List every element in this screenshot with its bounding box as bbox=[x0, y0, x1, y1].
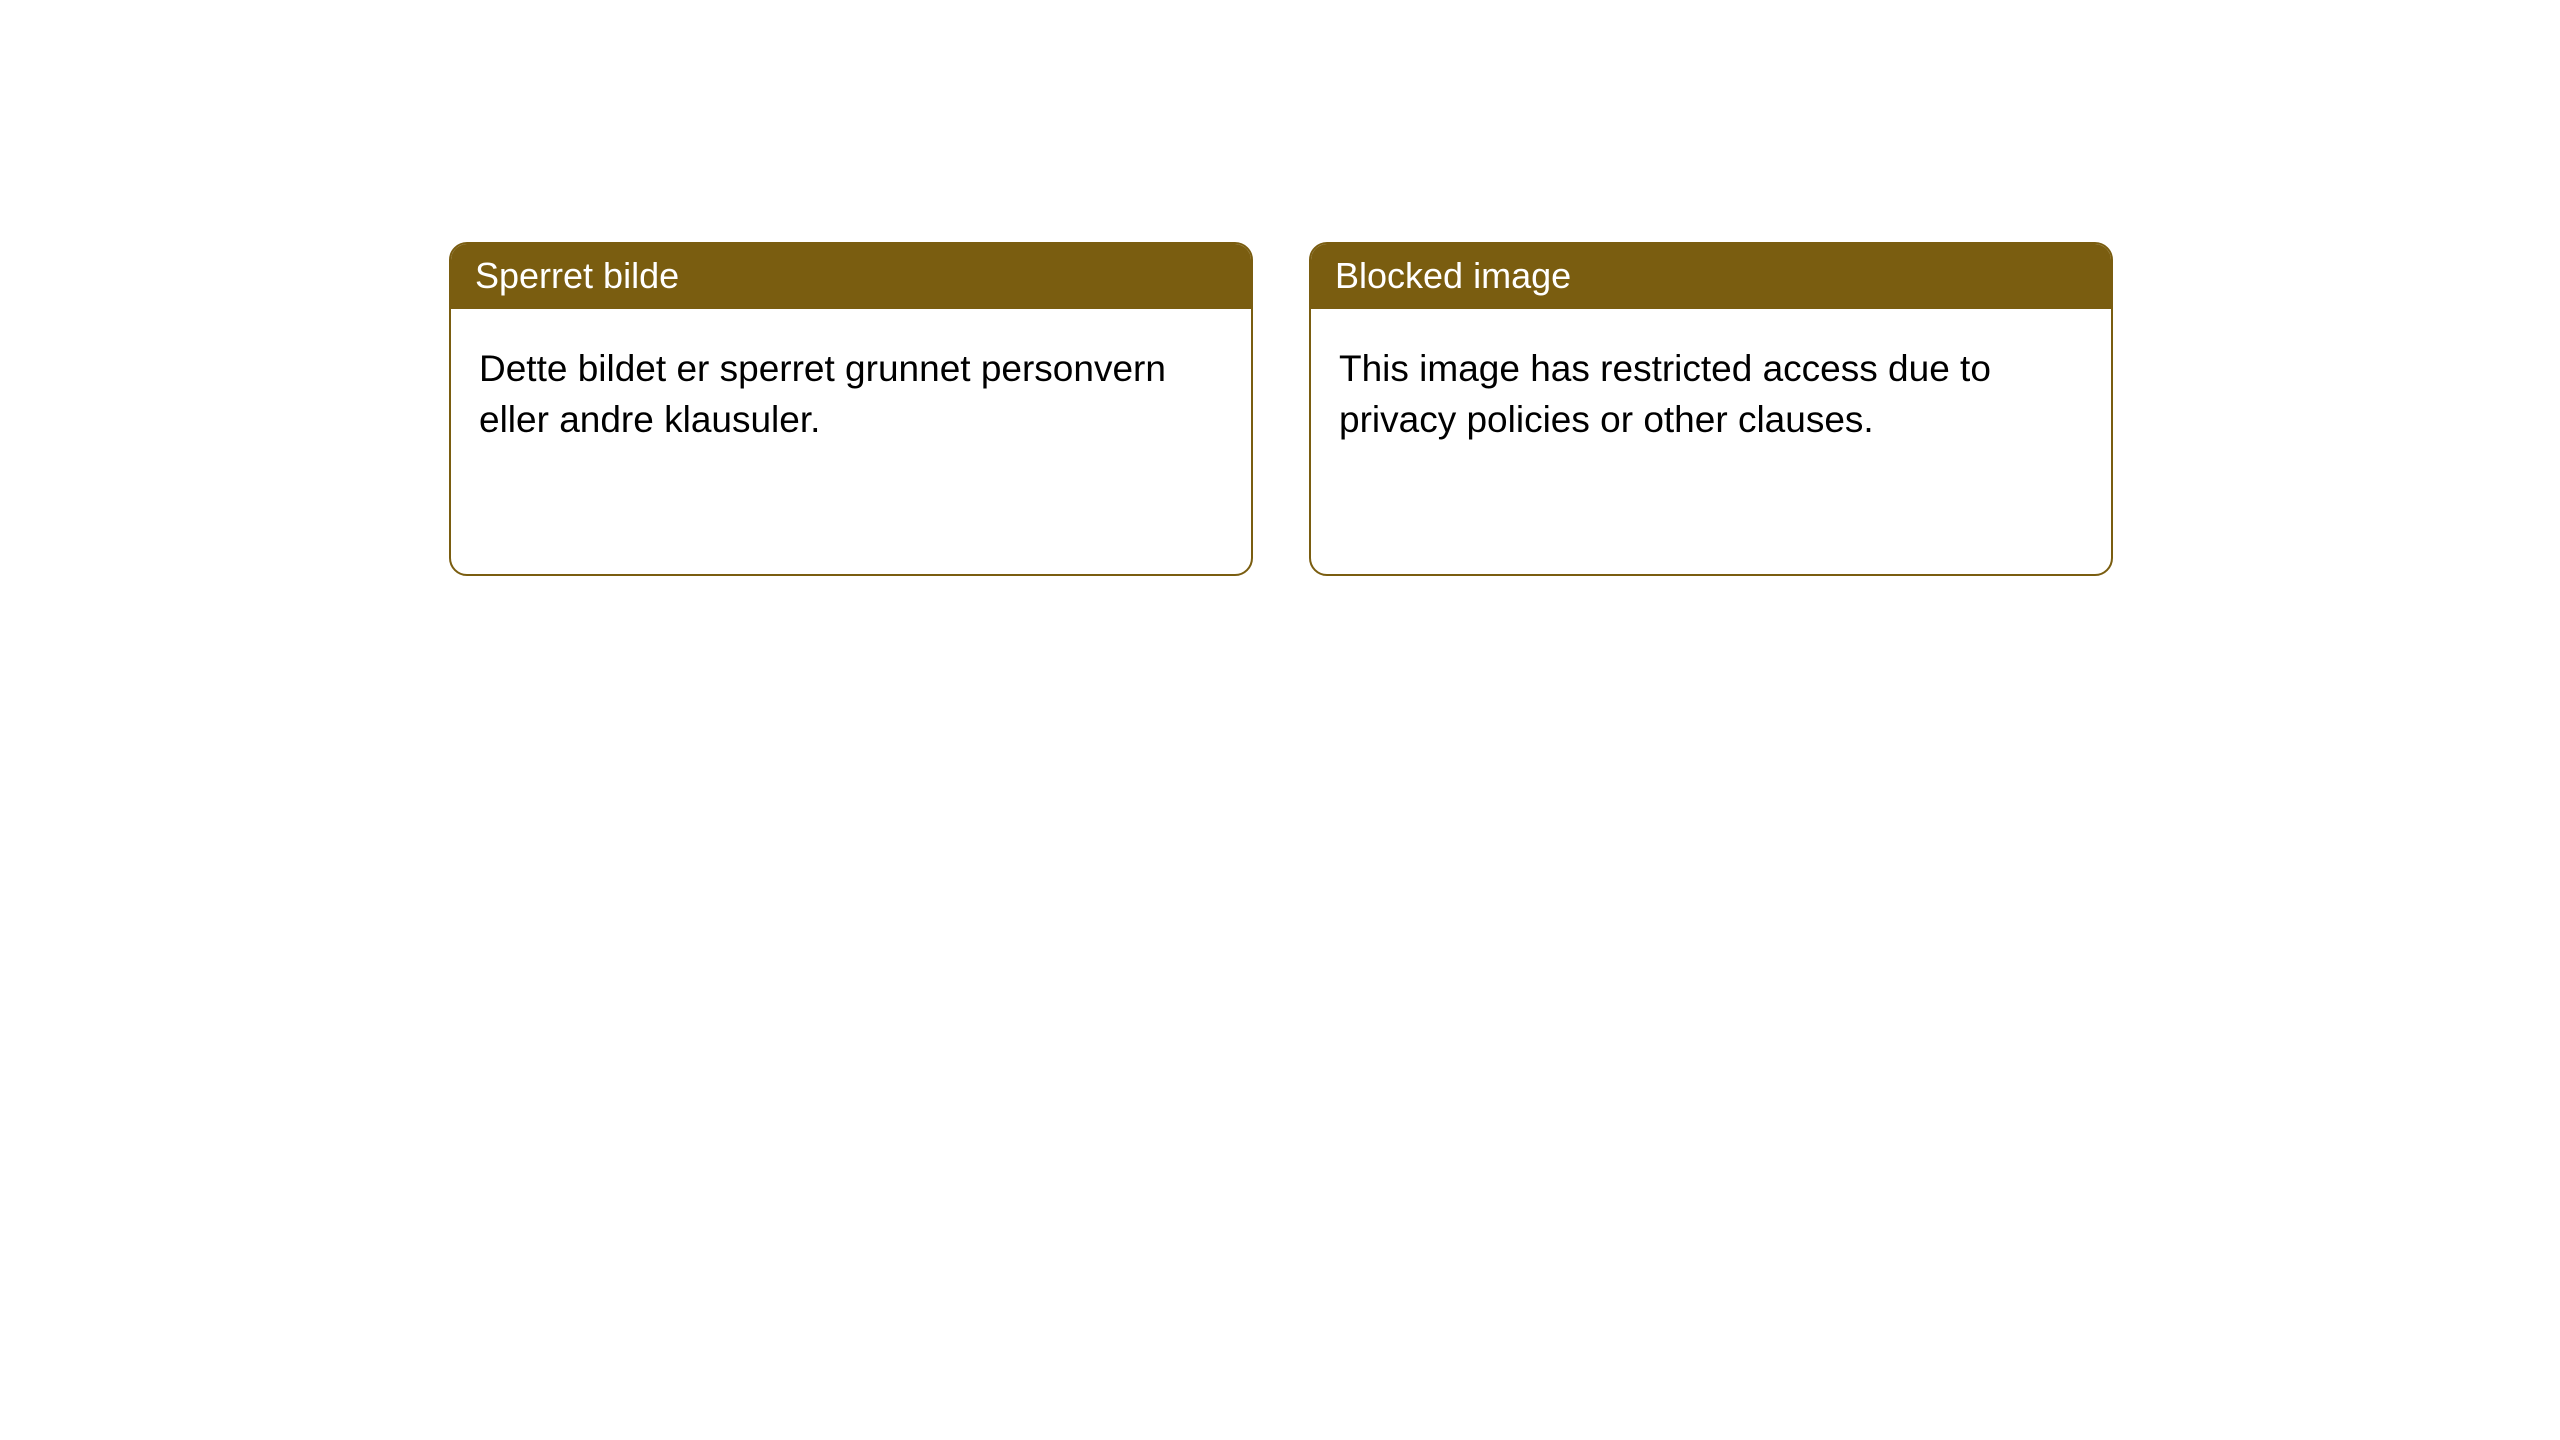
card-body: This image has restricted access due to … bbox=[1311, 309, 2111, 473]
card-header: Blocked image bbox=[1311, 244, 2111, 309]
card-title: Sperret bilde bbox=[475, 255, 679, 296]
card-body: Dette bildet er sperret grunnet personve… bbox=[451, 309, 1251, 473]
card-header: Sperret bilde bbox=[451, 244, 1251, 309]
notice-container: Sperret bilde Dette bildet er sperret gr… bbox=[0, 0, 2560, 576]
card-body-text: This image has restricted access due to … bbox=[1339, 348, 1991, 440]
notice-card-norwegian: Sperret bilde Dette bildet er sperret gr… bbox=[449, 242, 1253, 576]
card-body-text: Dette bildet er sperret grunnet personve… bbox=[479, 348, 1166, 440]
card-title: Blocked image bbox=[1335, 255, 1571, 296]
notice-card-english: Blocked image This image has restricted … bbox=[1309, 242, 2113, 576]
